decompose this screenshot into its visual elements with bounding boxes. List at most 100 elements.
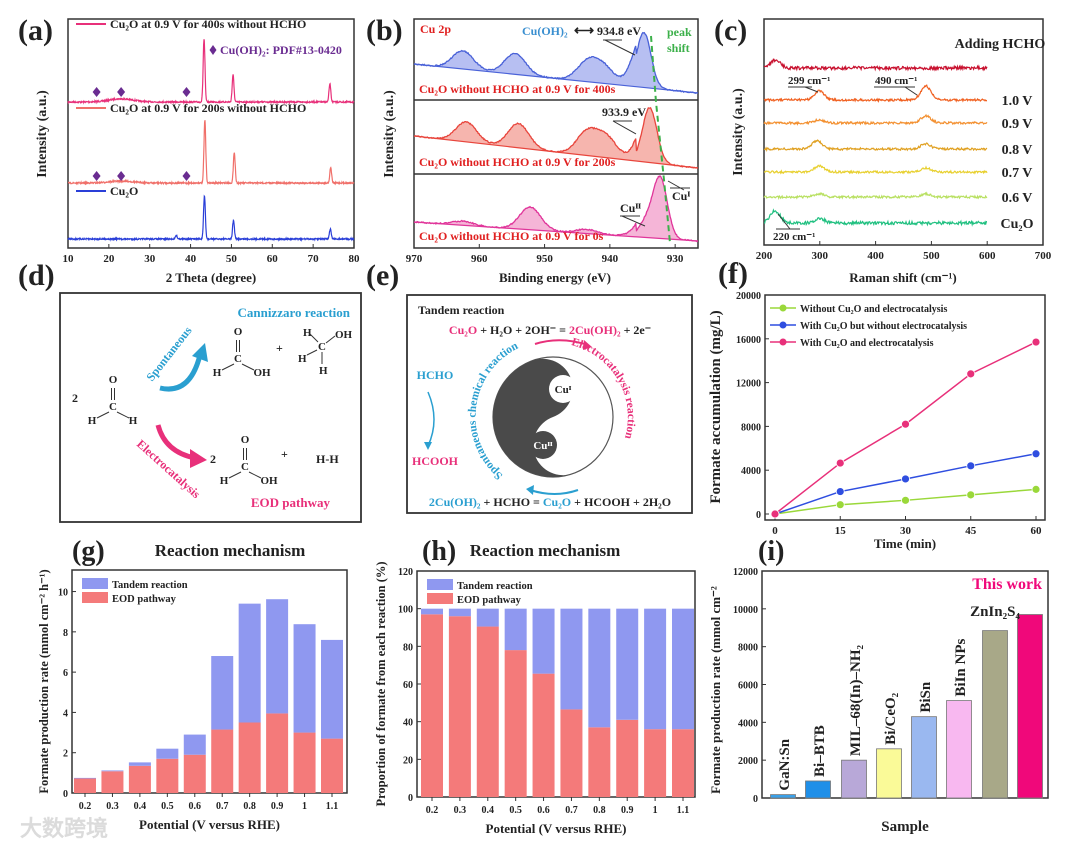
x-tick-label: 0.7 <box>565 805 578 816</box>
bar-segment-tandem-reaction <box>74 777 96 779</box>
x-tick-label: 0.3 <box>454 805 467 816</box>
cycle-arrow-icon <box>534 339 589 346</box>
atom-label: O <box>234 326 243 338</box>
legend-label: With Cu₂O but without electrocatalysis <box>800 321 967 332</box>
y-tick-label: 8 <box>63 628 68 639</box>
y-tick-label: 4000 <box>741 466 761 477</box>
annotation-label: 220 cm⁻¹ <box>773 231 815 243</box>
bar-segment-eod-pathway <box>616 719 639 797</box>
panel-label: (e) <box>366 259 399 292</box>
data-point <box>835 458 845 468</box>
panel-label: (d) <box>18 259 55 292</box>
x-tick-label: 970 <box>406 253 423 265</box>
equation-part: Cu₂O <box>543 495 571 509</box>
g-chart-plot-frame <box>71 569 348 794</box>
data-point <box>770 509 780 519</box>
bar-segment-tandem-reaction <box>321 639 343 739</box>
panel-label: (f) <box>718 257 748 290</box>
arrowhead-icon <box>190 449 207 468</box>
xps-trace <box>413 174 698 243</box>
atom-label: OH <box>260 475 278 487</box>
data-point <box>901 495 910 505</box>
y-axis-title: Intensity (a.u.) <box>731 88 746 176</box>
bond <box>248 471 262 479</box>
raman-trace <box>763 113 988 126</box>
legend-label: Cu₂O <box>110 184 138 198</box>
bar-segment-tandem-reaction <box>476 608 499 627</box>
eod-label: EOD pathway <box>251 495 331 510</box>
raman-trace <box>763 139 988 152</box>
diamond-marker-icon <box>92 87 101 97</box>
leader-line <box>777 213 791 230</box>
curved-arrow-icon <box>159 354 203 392</box>
annotation-label: 299 cm⁻¹ <box>788 75 830 87</box>
bar-segment-tandem-reaction <box>183 734 206 755</box>
atom-label: OH <box>253 367 271 379</box>
leader-line <box>904 86 918 96</box>
y-tick-label: 10 <box>58 588 68 599</box>
x-tick-label: 0.7 <box>216 801 229 812</box>
bar <box>770 794 796 799</box>
bond <box>96 411 110 419</box>
y-axis-title: Formate production rate (mmol cm⁻² h⁻¹) <box>37 569 51 793</box>
bar-segment-eod-pathway <box>74 778 96 793</box>
bar-label: Bi/CeO₂ <box>883 692 899 744</box>
coefficient: 2 <box>72 391 78 405</box>
y-tick-label: 20000 <box>736 291 761 302</box>
equation-part: 2Cu(OH)₂ <box>569 323 621 337</box>
bar-segment-tandem-reaction <box>504 608 527 651</box>
x-tick-label: 0.5 <box>161 801 174 812</box>
legend-marker <box>779 338 787 346</box>
x-tick-label: 1 <box>302 801 307 812</box>
x-axis-title: Sample <box>881 819 929 835</box>
x-tick-label: 0.6 <box>189 801 202 812</box>
data-point <box>1031 449 1041 459</box>
atom-label: H <box>129 415 138 427</box>
equation-part: + 2e⁻ <box>621 323 652 337</box>
bar-segment-tandem-reaction <box>448 608 471 617</box>
raman-plot-frame <box>763 18 1044 246</box>
arrowhead-icon <box>526 485 534 495</box>
xrd-trace <box>68 120 355 186</box>
y-tick-label: 80 <box>403 642 413 653</box>
legend-label: Tandem reaction <box>457 581 533 592</box>
equation-part: Cu₂O <box>449 323 477 337</box>
peak-shift-dashed-line <box>650 35 671 244</box>
diamond-marker-icon <box>117 87 126 97</box>
atom-label: C <box>234 353 242 365</box>
x-tick-label: 0.2 <box>426 805 439 816</box>
bond <box>306 349 318 356</box>
x-tick-label: 0.8 <box>593 805 606 816</box>
x-tick-label: 30 <box>900 525 912 537</box>
bond <box>228 471 242 479</box>
x-tick-label: 60 <box>1031 525 1043 537</box>
bar-segment-eod-pathway <box>101 771 124 793</box>
annotation-label: Cuᴵᴵ <box>620 201 641 215</box>
cycle-arrow-icon <box>529 489 579 495</box>
raman-trace <box>763 208 988 227</box>
bar-segment-eod-pathway <box>476 626 499 797</box>
bar-segment-eod-pathway <box>293 732 316 793</box>
xps-fill <box>414 175 698 242</box>
data-point <box>966 461 976 471</box>
y-tick-label: 6000 <box>738 681 758 692</box>
annotation-label: 933.9 eV <box>602 105 646 119</box>
panel-label: (g) <box>72 536 105 567</box>
x-tick-label: 0 <box>772 525 778 537</box>
y-tick-label: 8000 <box>738 643 758 654</box>
bar-segment-eod-pathway <box>560 709 583 797</box>
x-tick-label: 30 <box>144 253 156 265</box>
data-point <box>1031 484 1041 494</box>
bar <box>1017 614 1043 799</box>
bar-segment-tandem-reaction <box>101 770 124 772</box>
bar-label: Bi–BTB <box>812 725 828 777</box>
bar-segment-eod-pathway <box>238 722 261 793</box>
spectrum-title: Cu 2p <box>420 22 451 36</box>
bar-segment-eod-pathway <box>211 729 234 793</box>
xps-fill <box>414 32 698 94</box>
cu1-circle <box>549 375 577 403</box>
bar-segment-tandem-reaction <box>532 608 555 674</box>
annotation-label: Cu(OH)₂ <box>522 24 568 38</box>
x-tick-label: 200 <box>756 250 773 262</box>
bar-label: BiSn <box>918 681 934 713</box>
